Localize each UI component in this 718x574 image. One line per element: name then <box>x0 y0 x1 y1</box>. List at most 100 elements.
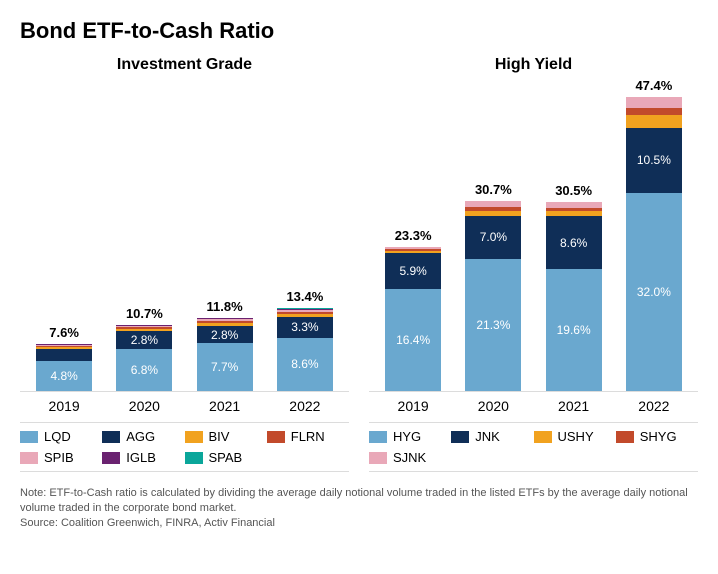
legend-item: IGLB <box>102 450 184 465</box>
x-axis-label: 2021 <box>190 398 260 414</box>
bar-group: 47.4% 32.0%10.5% <box>619 78 689 391</box>
legend-item: FLRN <box>267 429 349 444</box>
legend-ig: LQD AGG BIV FLRN SPIB IGLB SPAB <box>20 422 349 472</box>
bar-segment <box>626 97 682 108</box>
legend-label: LQD <box>44 429 71 444</box>
bar-group: 23.3% 16.4%5.9% <box>378 228 448 391</box>
bar-total-label: 11.8% <box>207 299 243 314</box>
legend-label: AGG <box>126 429 155 444</box>
bar-segment: 21.3% <box>465 259 521 391</box>
bar-total-label: 47.4% <box>635 78 672 93</box>
legend-item: SHYG <box>616 429 698 444</box>
panels-row: Investment Grade 7.6%4.8%10.7%6.8%2.8%11… <box>20 56 698 472</box>
x-labels-hy: 2019 2020 2021 2022 <box>369 398 698 414</box>
panel-title-ig: Investment Grade <box>20 56 349 74</box>
bar-segment: 7.7% <box>197 343 253 391</box>
legend-swatch <box>185 431 203 443</box>
x-axis-label: 2020 <box>109 398 179 414</box>
bar-segment: 10.5% <box>626 128 682 193</box>
legend-label: SJNK <box>393 450 426 465</box>
panel-high-yield: High Yield 23.3%16.4%5.9%30.7%21.3%7.0%3… <box>369 56 698 472</box>
x-labels-ig: 2019 2020 2021 2022 <box>20 398 349 414</box>
bar-segment: 8.6% <box>546 216 602 269</box>
legend-swatch <box>369 431 387 443</box>
bar-segment <box>626 115 682 127</box>
bar-segment: 3.3% <box>277 317 333 337</box>
bar-segment: 4.8% <box>36 361 92 391</box>
bar-group: 30.5% 19.6%8.6% <box>539 183 609 391</box>
legend-item: SJNK <box>369 450 451 465</box>
bar-stack: 7.7%2.8% <box>197 318 253 391</box>
bar-total-label: 23.3% <box>395 228 432 243</box>
legend-label: SPIB <box>44 450 74 465</box>
bar-stack: 19.6%8.6% <box>546 202 602 391</box>
legend-label: IGLB <box>126 450 156 465</box>
bar-group: 30.7% 21.3%7.0% <box>458 182 528 391</box>
legend-swatch <box>102 452 120 464</box>
bar-group: 7.6% 4.8% <box>29 325 99 391</box>
footnotes: Note: ETF-to-Cash ratio is calculated by… <box>20 486 698 531</box>
legend-item: USHY <box>534 429 616 444</box>
footnote-1: Note: ETF-to-Cash ratio is calculated by… <box>20 486 698 516</box>
x-axis-label: 2021 <box>539 398 609 414</box>
bar-stack: 8.6%3.3% <box>277 308 333 391</box>
bar-segment <box>36 349 92 361</box>
bar-total-label: 30.5% <box>555 183 592 198</box>
legend-swatch <box>616 431 634 443</box>
bar-total-label: 10.7% <box>126 306 163 321</box>
x-axis-label: 2022 <box>619 398 689 414</box>
bar-segment: 7.0% <box>465 216 521 259</box>
legend-swatch <box>369 452 387 464</box>
x-axis-label: 2019 <box>29 398 99 414</box>
legend-label: SHYG <box>640 429 677 444</box>
legend-item: AGG <box>102 429 184 444</box>
legend-item: LQD <box>20 429 102 444</box>
legend-item: JNK <box>451 429 533 444</box>
bar-stack: 6.8%2.8% <box>116 325 172 391</box>
legend-swatch <box>20 452 38 464</box>
bar-group: 13.4% 8.6%3.3% <box>270 289 340 391</box>
chart-area-ig: 7.6%4.8%10.7%6.8%2.8%11.8%7.7%2.8%13.4%8… <box>20 82 349 392</box>
legend-label: JNK <box>475 429 500 444</box>
main-title: Bond ETF-to-Cash Ratio <box>20 18 698 44</box>
x-axis-label: 2020 <box>458 398 528 414</box>
bar-group: 11.8% 7.7%2.8% <box>190 299 260 391</box>
legend-item: BIV <box>185 429 267 444</box>
legend-swatch <box>267 431 285 443</box>
legend-item: SPIB <box>20 450 102 465</box>
bar-total-label: 30.7% <box>475 182 512 197</box>
bar-segment: 2.8% <box>116 331 172 348</box>
bar-segment: 6.8% <box>116 349 172 391</box>
chart-area-hy: 23.3% 16.4%5.9% 30.7% 21.3%7.0% 30.5% 19.6%8.… <box>369 82 698 392</box>
legend-swatch <box>451 431 469 443</box>
panel-investment-grade: Investment Grade 7.6%4.8%10.7%6.8%2.8%11… <box>20 56 349 472</box>
legend-swatch <box>534 431 552 443</box>
legend-swatch <box>20 431 38 443</box>
bar-total-label: 7.6% <box>49 325 79 340</box>
bar-stack: 21.3%7.0% <box>465 201 521 391</box>
footnote-2: Source: Coalition Greenwich, FINRA, Acti… <box>20 516 698 531</box>
bar-segment: 19.6% <box>546 269 602 391</box>
legend-label: USHY <box>558 429 594 444</box>
bar-segment <box>626 108 682 115</box>
legend-item: SPAB <box>185 450 267 465</box>
bar-total-label: 13.4% <box>286 289 323 304</box>
legend-swatch <box>185 452 203 464</box>
legend-label: BIV <box>209 429 230 444</box>
legend-hy: HYG JNK USHY SHYG SJNK <box>369 422 698 472</box>
bar-segment: 5.9% <box>385 253 441 290</box>
legend-item: HYG <box>369 429 451 444</box>
legend-label: SPAB <box>209 450 243 465</box>
bar-group: 10.7% 6.8%2.8% <box>109 306 179 391</box>
x-axis-label: 2022 <box>270 398 340 414</box>
bar-stack: 32.0%10.5% <box>626 97 682 391</box>
legend-swatch <box>102 431 120 443</box>
bar-stack: 16.4%5.9% <box>385 247 441 391</box>
x-axis-label: 2019 <box>378 398 448 414</box>
legend-label: FLRN <box>291 429 325 444</box>
bar-segment: 16.4% <box>385 289 441 391</box>
legend-label: HYG <box>393 429 421 444</box>
bar-segment: 2.8% <box>197 326 253 343</box>
bar-segment: 8.6% <box>277 338 333 391</box>
panel-title-hy: High Yield <box>369 56 698 74</box>
